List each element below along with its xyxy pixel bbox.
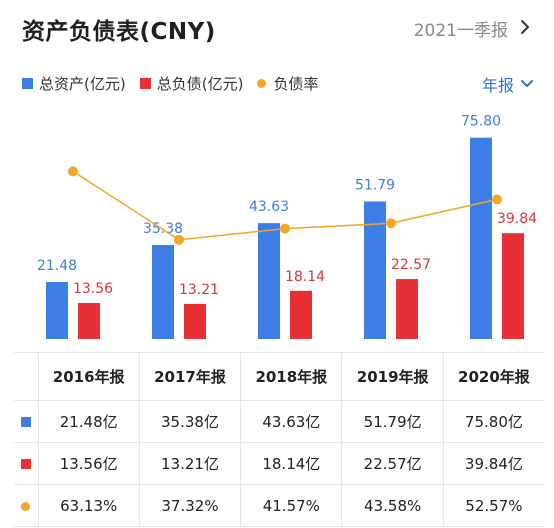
chevron-right-icon[interactable]	[516, 16, 534, 38]
table-cell: 43.58%	[341, 484, 444, 527]
legend-label-assets: 总资产(亿元)	[39, 74, 126, 93]
frequency-label: 年报	[481, 76, 514, 95]
legend-item-ratio: 负债率	[257, 73, 318, 94]
row-marker-ratio	[14, 484, 39, 527]
chevron-down-icon	[521, 80, 533, 87]
row-marker-liabilities	[14, 442, 39, 485]
point-ratio	[174, 234, 184, 245]
bar-assets	[152, 245, 174, 339]
legend-label-liabilities: 总负债(亿元)	[156, 74, 244, 93]
bar-liabilities	[502, 233, 524, 339]
table-header-cell: 2017年报	[138, 352, 242, 401]
legend-swatch-ratio	[257, 78, 267, 88]
point-ratio	[68, 166, 78, 177]
table-row-liabilities: 13.56亿 13.21亿 18.14亿 22.57亿 39.84亿	[14, 442, 544, 485]
table-cell: 63.13%	[37, 484, 140, 527]
table-header-cell: 2020年报	[442, 352, 544, 401]
table-cell: 41.57%	[240, 484, 343, 527]
row-marker-assets	[14, 400, 39, 443]
legend-item-assets: 总资产(亿元)	[22, 73, 126, 94]
chart-area: 21.4813.5635.3813.2143.6318.1451.7922.57…	[37, 114, 537, 339]
bar-assets	[258, 223, 280, 339]
data-label-assets: 43.63	[249, 199, 289, 215]
legend-item-liabilities: 总负债(亿元)	[139, 73, 244, 94]
data-table: 2016年报 2017年报 2018年报 2019年报 2020年报 21.48…	[14, 352, 544, 527]
chart-legend: 总资产(亿元) 总负债(亿元) 负债率	[22, 72, 332, 94]
frequency-dropdown[interactable]: 年报	[482, 72, 534, 96]
table-cell: 18.14亿	[240, 442, 343, 485]
table-cell: 52.57%	[442, 484, 544, 527]
data-label-liabilities: 39.84	[497, 211, 537, 227]
point-ratio	[492, 194, 502, 205]
data-label-assets: 21.48	[37, 258, 77, 274]
legend-swatch-assets	[22, 77, 33, 89]
table-row-ratio: 63.13% 37.32% 41.57% 43.58% 52.57%	[14, 484, 544, 527]
bar-liabilities	[184, 303, 206, 339]
table-header-cell: 2019年报	[341, 352, 444, 401]
data-label-assets: 75.80	[461, 114, 501, 130]
table-cell: 39.84亿	[442, 442, 544, 485]
table-header-row: 2016年报 2017年报 2018年报 2019年报 2020年报	[14, 352, 544, 401]
legend-swatch-liabilities	[139, 77, 151, 89]
bar-liabilities	[396, 279, 418, 339]
table-cell: 35.38亿	[138, 400, 242, 443]
table-cell: 37.32%	[138, 484, 242, 527]
table-cell: 43.63亿	[240, 400, 343, 443]
table-header-cell: 2018年报	[240, 352, 343, 401]
point-ratio	[280, 223, 290, 234]
table-cell: 22.57亿	[341, 442, 444, 485]
table-cell: 13.21亿	[138, 442, 242, 485]
table-header-cell: 2016年报	[37, 352, 140, 401]
table-cell: 51.79亿	[341, 400, 444, 443]
table-row-assets: 21.48亿 35.38亿 43.63亿 51.79亿 75.80亿	[14, 400, 544, 443]
data-label-liabilities: 18.14	[285, 269, 325, 285]
data-label-liabilities: 13.56	[73, 281, 113, 297]
bar-liabilities	[290, 290, 312, 339]
data-label-liabilities: 22.57	[391, 257, 431, 273]
bar-liabilities	[78, 302, 100, 339]
table-cell: 75.80亿	[442, 400, 544, 443]
table-cell: 21.48亿	[37, 400, 140, 443]
bar-assets	[364, 201, 386, 339]
bar-assets	[46, 281, 68, 339]
point-ratio	[386, 218, 396, 229]
page-title: 资产负债表(CNY)	[22, 19, 216, 45]
table-cell: 13.56亿	[37, 442, 140, 485]
data-label-liabilities: 13.21	[179, 282, 219, 298]
data-label-assets: 51.79	[355, 177, 395, 193]
table-corner-cell	[14, 352, 39, 401]
period-selector[interactable]: 2021一季报	[413, 21, 508, 41]
bar-assets	[470, 137, 492, 339]
legend-label-ratio: 负债率	[273, 74, 319, 93]
header: 资产负债表(CNY) 2021一季报	[0, 0, 554, 56]
